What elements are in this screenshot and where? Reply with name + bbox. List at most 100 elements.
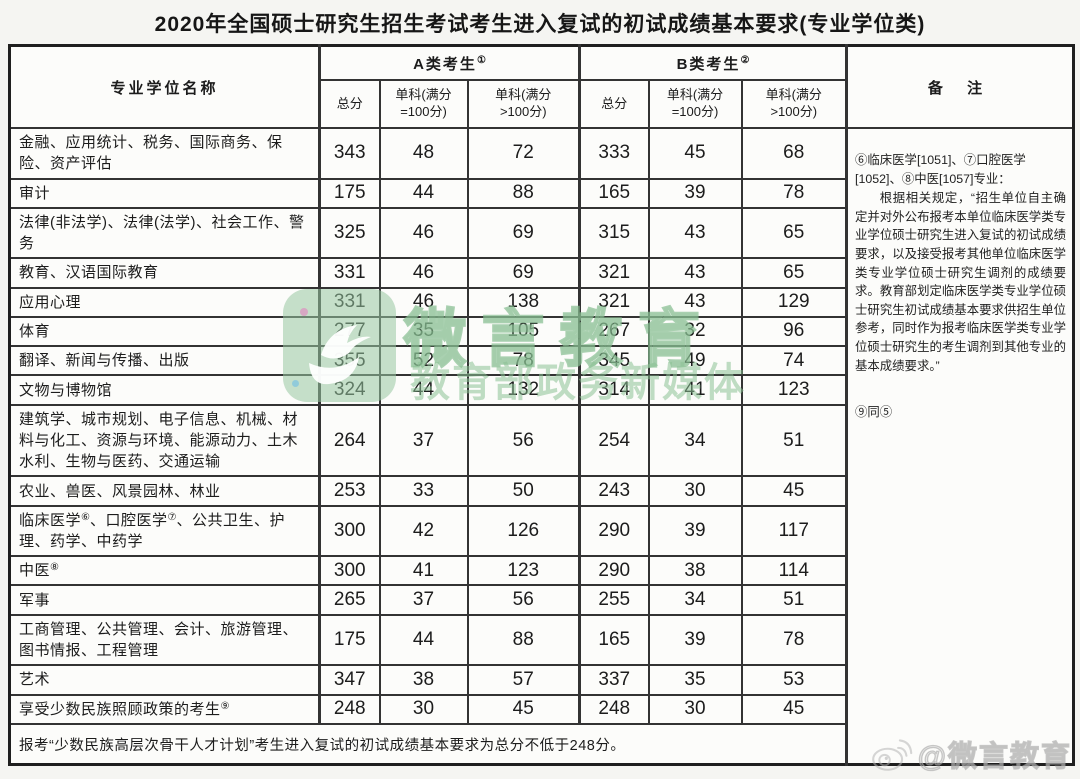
class-b-score-cell: 32	[647, 315, 743, 348]
class-a-score-cell: 324	[318, 374, 381, 406]
remark-note: ⑨同⑤	[855, 405, 893, 420]
class-a-score-cell: 138	[466, 286, 581, 318]
table-row: 金融、应用统计、税务、国际商务、保险、资产评估 343 48 72 333 45 68 ⑥临床…	[8, 127, 1075, 766]
class-a-score-cell: 132	[466, 374, 581, 406]
table-row: 审计 175 44 88 165 39 78	[8, 177, 1074, 209]
score-table: 专业学位名称 A类考生① B类考生② 备 注 总分 单科(满分 =100分) 单…	[8, 44, 1075, 766]
class-b-score-cell: 45	[740, 475, 848, 507]
footer-note: 报考“少数民族高层次骨干人才计划”考生进入复试的初试成绩基本要求为总分不低于24…	[8, 723, 848, 766]
class-a-score-cell: 347	[318, 664, 381, 696]
class-b-score-cell: 117	[740, 504, 848, 558]
col-header-a-total: 总分	[318, 79, 381, 129]
header-row-sub: 总分 单科(满分 =100分) 单科(满分 >100分) 总分 单科(满分 =1…	[10, 79, 1074, 129]
page-title: 2020年全国硕士研究生招生考试考生进入复试的初试成绩基本要求(专业学位类)	[154, 13, 926, 36]
degree-name-cell: 体育	[8, 315, 321, 348]
class-b-score-cell: 45	[647, 127, 743, 180]
class-a-score-cell: 175	[318, 613, 381, 667]
degree-name-cell: 翻译、新闻与传播、出版	[8, 345, 321, 377]
class-b-score-cell: 49	[647, 345, 743, 377]
class-b-score-cell: 123	[740, 374, 848, 406]
col-header-b-single-100: 单科(满分 =100分)	[647, 79, 743, 129]
class-a-score-cell: 325	[318, 206, 381, 260]
class-a-score-cell: 88	[466, 613, 581, 667]
class-a-score-cell: 38	[378, 664, 469, 696]
class-a-score-cell: 265	[318, 584, 381, 616]
table-row: 法律(非法学)、法律(法学)、社会工作、警务 325 46 69 315 43 65	[8, 206, 1074, 260]
class-a-score-cell: 331	[318, 257, 381, 289]
col-header-group-b: B类考生②	[578, 44, 848, 81]
class-b-score-cell: 315	[578, 206, 650, 260]
class-a-score-cell: 56	[466, 584, 581, 616]
class-a-score-cell: 72	[466, 127, 581, 180]
class-a-score-cell: 300	[318, 555, 381, 587]
table-row: 临床医学⑥、口腔医学⑦、公共卫生、护理、药学、中药学 300 42 126 290 39 1…	[8, 504, 1074, 558]
class-a-score-cell: 253	[318, 475, 381, 507]
class-a-score-cell: 50	[466, 475, 581, 507]
table-row: 体育 277 35 105 267 32 96	[8, 315, 1074, 348]
class-b-score-cell: 248	[578, 693, 650, 726]
footer-row: 报考“少数民族高层次骨干人才计划”考生进入复试的初试成绩基本要求为总分不低于24…	[8, 723, 1074, 766]
degree-name-cell: 工商管理、公共管理、会计、旅游管理、图书情报、工程管理	[8, 613, 321, 667]
class-b-score-cell: 34	[647, 403, 743, 478]
class-b-score-cell: 39	[647, 504, 743, 558]
remark-body: 根据相关规定，“招生单位自主确定并对外公布报考本单位临床医学类专业学位硕士研究生…	[855, 191, 1066, 373]
class-a-score-cell: 41	[378, 555, 469, 587]
col-header-a-single-100: 单科(满分 =100分)	[378, 79, 469, 129]
header-row-groups: 专业学位名称 A类考生① B类考生② 备 注	[8, 44, 1075, 129]
class-a-score-cell: 30	[378, 693, 469, 726]
class-a-score-cell: 52	[378, 345, 469, 377]
degree-name-cell: 建筑学、城市规划、电子信息、机械、材料与化工、资源与环境、能源动力、土木水利、生…	[8, 403, 321, 478]
class-b-score-cell: 165	[578, 177, 650, 209]
class-a-score-cell: 35	[378, 315, 469, 348]
class-b-score-cell: 45	[740, 693, 848, 726]
degree-name-cell: 享受少数民族照顾政策的考生⑨	[8, 693, 321, 726]
degree-name-cell: 教育、汉语国际教育	[8, 257, 321, 289]
class-b-score-cell: 74	[740, 345, 848, 377]
class-a-score-cell: 126	[466, 504, 581, 558]
degree-name-cell: 军事	[8, 584, 321, 616]
class-b-score-cell: 30	[647, 693, 743, 726]
class-a-score-cell: 42	[378, 504, 469, 558]
class-a-score-cell: 88	[466, 177, 581, 209]
class-b-score-cell: 65	[740, 257, 848, 289]
class-b-score-cell: 41	[647, 374, 743, 406]
class-a-score-cell: 248	[318, 693, 381, 726]
class-b-score-cell: 345	[578, 345, 650, 377]
class-b-score-cell: 51	[740, 403, 848, 478]
class-b-score-cell: 337	[578, 664, 650, 696]
class-b-score-cell: 35	[647, 664, 743, 696]
class-b-score-cell: 43	[647, 206, 743, 260]
class-b-score-cell: 129	[740, 286, 848, 318]
class-b-score-cell: 53	[740, 664, 848, 696]
class-a-score-cell: 264	[318, 403, 381, 478]
degree-name-cell: 应用心理	[8, 286, 321, 318]
class-a-score-cell: 343	[318, 127, 381, 180]
class-b-score-cell: 65	[740, 206, 848, 260]
class-b-score-cell: 43	[647, 286, 743, 318]
class-a-score-cell: 78	[466, 345, 581, 377]
table-row: 享受少数民族照顾政策的考生⑨ 248 30 45 248 30 45	[8, 693, 1074, 726]
class-a-score-cell: 123	[466, 555, 581, 587]
col-header-remark: 备 注	[845, 44, 1075, 129]
class-a-score-cell: 105	[466, 315, 581, 348]
degree-name-cell: 农业、兽医、风景园林、林业	[8, 475, 321, 507]
class-a-score-cell: 33	[378, 475, 469, 507]
group-a-footnote-mark: ①	[476, 54, 486, 66]
class-b-score-cell: 38	[647, 555, 743, 587]
class-a-score-cell: 37	[378, 403, 469, 478]
class-b-score-cell: 255	[578, 584, 650, 616]
class-a-score-cell: 69	[466, 206, 581, 260]
col-header-group-a: A类考生①	[318, 44, 581, 81]
degree-name-cell: 文物与博物馆	[8, 374, 321, 406]
class-b-score-cell: 51	[740, 584, 848, 616]
class-b-score-cell: 267	[578, 315, 650, 348]
class-b-score-cell: 333	[578, 127, 650, 180]
class-b-score-cell: 254	[578, 403, 650, 478]
class-b-score-cell: 78	[740, 613, 848, 667]
class-b-score-cell: 43	[647, 257, 743, 289]
degree-name-cell: 临床医学⑥、口腔医学⑦、公共卫生、护理、药学、中药学	[8, 504, 321, 558]
class-b-score-cell: 34	[647, 584, 743, 616]
class-b-score-cell: 321	[578, 257, 650, 289]
class-a-score-cell: 37	[378, 584, 469, 616]
class-b-score-cell: 68	[740, 127, 848, 180]
